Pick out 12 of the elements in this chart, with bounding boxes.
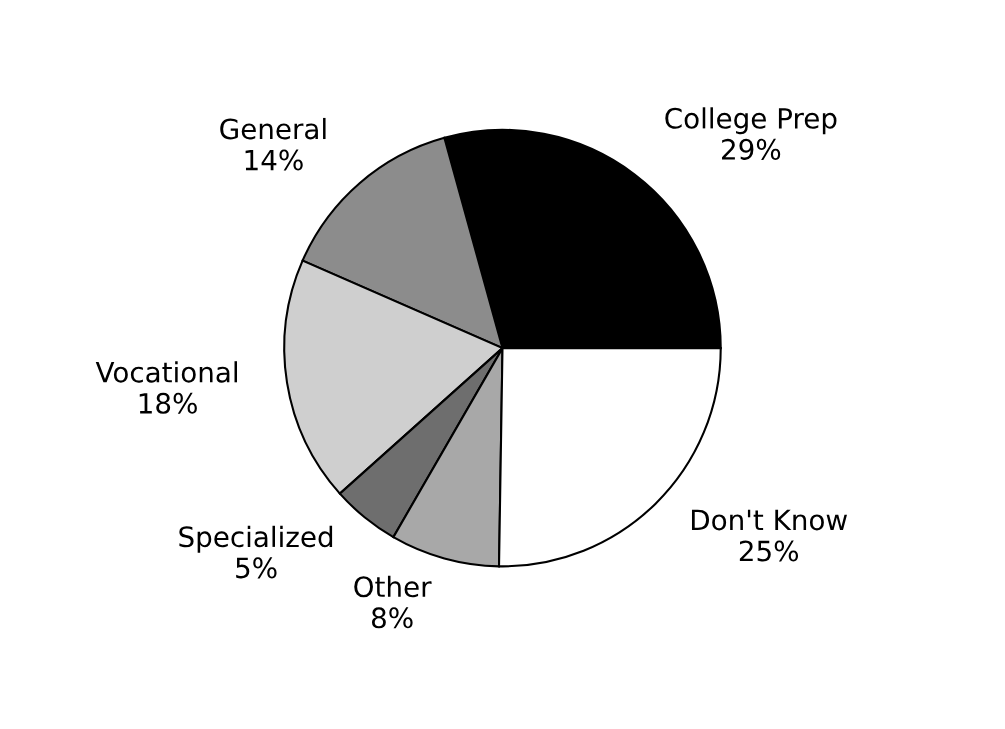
data-label: 29% (722, 138, 781, 160)
slice-label: General (220, 117, 326, 140)
data-label: 5% (236, 557, 277, 579)
data-label: 25% (739, 540, 799, 562)
data-label: 14% (245, 149, 303, 171)
slice-label: Vocational (95, 361, 237, 383)
data-label: 8% (371, 607, 413, 629)
data-label: 18% (139, 392, 197, 414)
slice-label: Specialized (179, 525, 333, 553)
slice-label: Other (354, 575, 432, 598)
slice-label: College Prep (665, 107, 837, 135)
slice-label: Don't Know (691, 509, 847, 531)
